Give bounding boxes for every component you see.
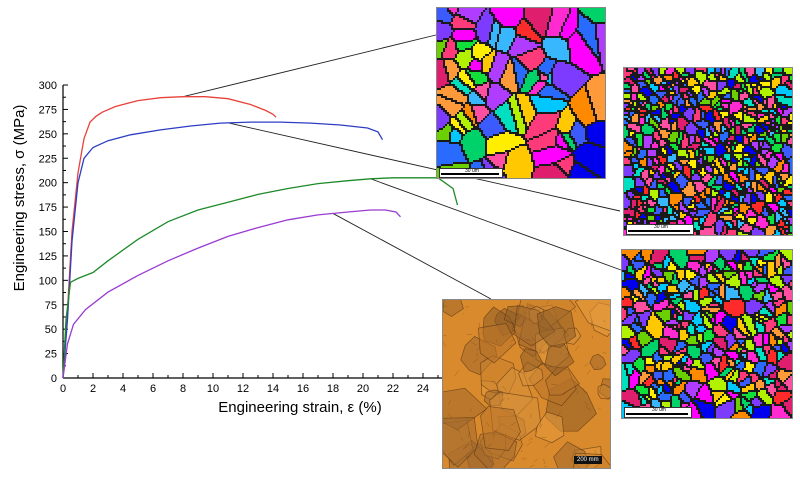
x-tick-label: 22 [387,383,399,395]
scale-bar-label: 30 um [654,224,668,230]
x-tick-label: 14 [267,383,279,395]
y-tick-label: 125 [39,251,57,263]
connector-line [182,33,441,98]
x-axis-title: Engineering strain, ε (%) [218,399,381,416]
ebsd-map-fine-inset: 30 um [623,67,793,236]
ebsd-grain-map [622,250,792,418]
x-tick-label: 10 [207,383,219,395]
connector-line [370,178,622,271]
series-line-1 [62,121,384,379]
ebsd-grain-map [437,8,605,178]
x-tick-label: 18 [327,383,339,395]
series-line-3 [62,209,401,379]
scale-bar [624,407,692,418]
inset-connector-lines [182,33,622,300]
x-tick-label: 2 [90,383,96,395]
optical-micrograph-inset: 200 mm [442,299,611,469]
x-tick-label: 16 [297,383,309,395]
y-tick-label: 175 [39,202,57,214]
ebsd-map-medium-inset: 30 um [621,249,793,419]
x-tick-label: 4 [120,383,126,395]
scale-bar-label: 30 um [465,168,479,174]
ebsd-grain-map [624,68,792,235]
y-tick-label: 150 [39,227,57,239]
y-tick-label: 200 [39,178,57,190]
series-line-2 [62,177,459,379]
scale-bar-label: 200 mm [574,456,602,464]
y-tick-label: 0 [51,373,57,385]
scale-bar-line [628,230,690,232]
x-tick-label: 8 [180,383,186,395]
chart-series [62,96,459,379]
scale-bar-line [626,413,688,415]
connector-line [332,213,492,300]
ebsd-map-coarse-inset: 30 um [436,7,606,179]
y-axis-title: Engineering stress, σ (MPa) [11,105,28,292]
y-tick-label: 75 [45,300,57,312]
y-tick-label: 250 [39,129,57,141]
y-tick-label: 225 [39,153,57,165]
x-tick-label: 20 [357,383,369,395]
scale-bar-label: 30 um [652,407,666,413]
y-tick-label: 25 [45,349,57,361]
y-tick-label: 275 [39,104,57,116]
scale-bar-line [441,173,499,175]
optical-micrograph [443,300,610,468]
y-tick-label: 300 [39,80,57,92]
scale-bar [626,224,694,235]
x-tick-label: 12 [237,383,249,395]
series-line-0 [62,96,277,379]
y-tick-label: 50 [45,324,57,336]
x-tick-label: 24 [417,383,429,395]
x-tick-label: 6 [150,383,156,395]
y-tick-label: 100 [39,275,57,287]
connector-line [227,122,621,212]
x-tick-label: 0 [60,383,66,395]
